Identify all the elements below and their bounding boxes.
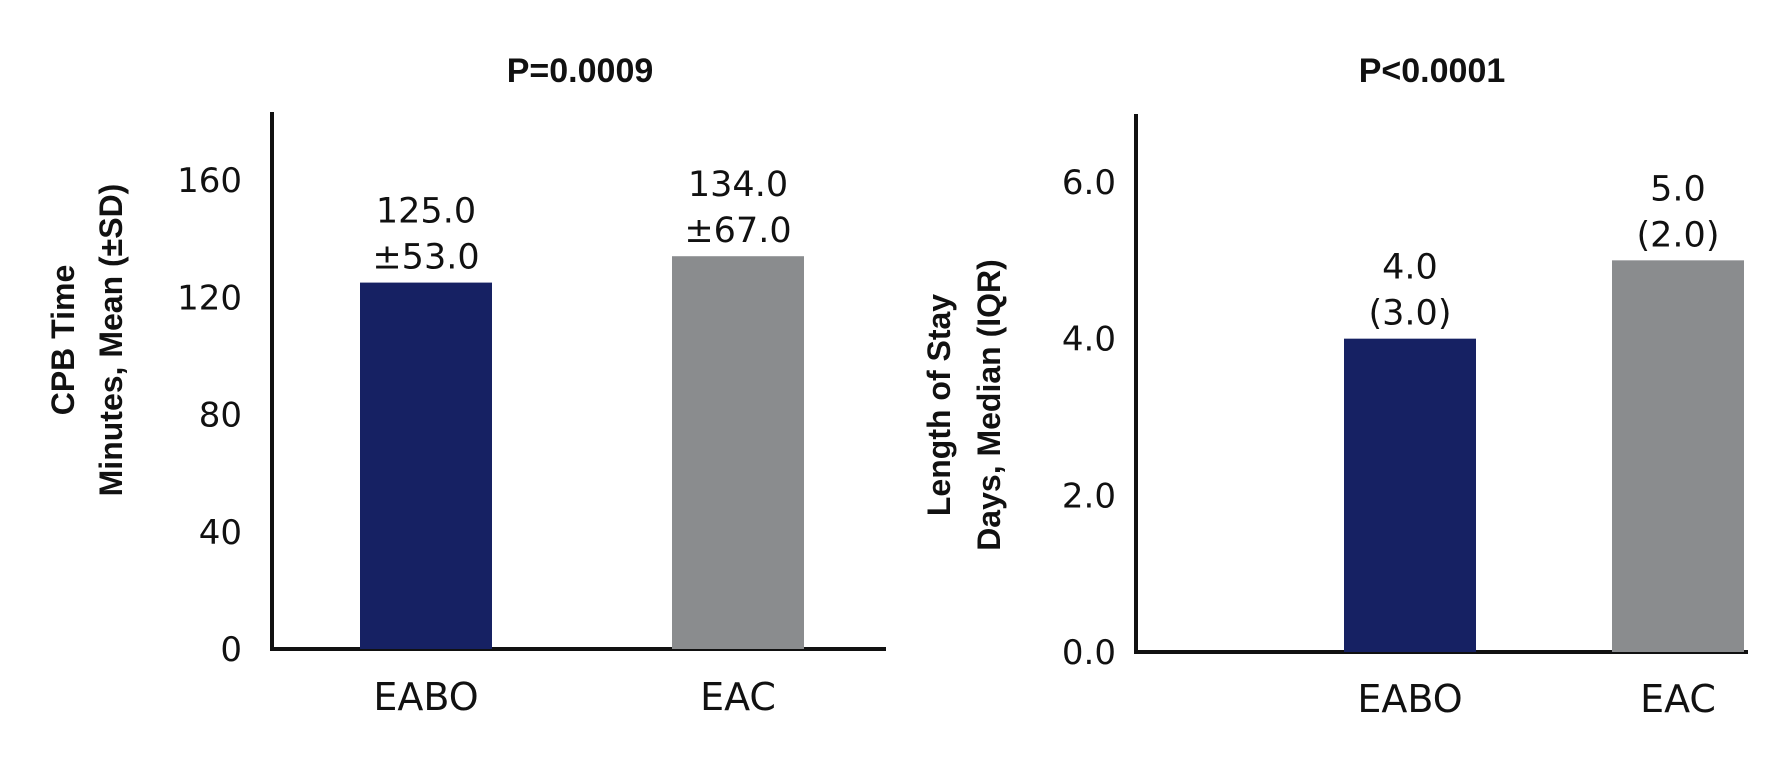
bars — [360, 256, 804, 649]
bar-eabo — [1344, 338, 1476, 652]
y-axis-label-line-1: Length of Stay — [921, 294, 957, 516]
data-label-spread: (3.0) — [1369, 294, 1452, 334]
y-tick-label: 80 — [199, 396, 242, 436]
y-tick-label: 2.0 — [1062, 476, 1116, 516]
data-label-value: 4.0 — [1382, 248, 1438, 288]
data-label-value: 125.0 — [376, 192, 476, 232]
x-tick-labels: EABO EAC — [1357, 677, 1716, 721]
chart-title: P=0.0009 — [507, 52, 654, 90]
data-label-spread: (2.0) — [1637, 215, 1720, 255]
x-tick-label: EABO — [373, 675, 478, 719]
x-tick-labels: EABO EAC — [373, 675, 776, 719]
x-tick-label: EAC — [1640, 677, 1716, 721]
chart-panel-cpb-time: P=0.0009 CPB Time Minutes, Mean (±SD) 0 4… — [45, 52, 886, 719]
y-tick-labels: 0 40 80 120 160 — [177, 161, 242, 670]
x-tick-label: EABO — [1357, 677, 1462, 721]
y-tick-labels: 0.0 2.0 4.0 6.0 — [1062, 163, 1116, 673]
data-label-spread: ±53.0 — [372, 238, 479, 278]
data-label-value: 134.0 — [688, 165, 788, 205]
data-labels: 125.0 ±53.0 134.0 ±67.0 — [372, 165, 791, 277]
y-tick-label: 0.0 — [1062, 633, 1116, 673]
data-label-value: 5.0 — [1650, 169, 1706, 209]
bar-eac — [672, 256, 804, 649]
y-tick-label: 40 — [199, 513, 242, 553]
y-axis-label-line-2: Minutes, Mean (±SD) — [93, 184, 129, 497]
data-label-spread: ±67.0 — [684, 211, 791, 251]
y-tick-label: 160 — [177, 161, 242, 201]
y-axis-label-line-2: Days, Median (IQR) — [971, 259, 1007, 551]
chart-panel-length-of-stay: P<0.0001 Length of Stay Days, Median (IQ… — [921, 52, 1748, 721]
x-tick-label: EAC — [700, 675, 776, 719]
y-tick-label: 0 — [220, 630, 242, 670]
y-tick-label: 6.0 — [1062, 163, 1116, 203]
data-labels: 4.0 (3.0) 5.0 (2.0) — [1369, 169, 1720, 333]
chart-title: P<0.0001 — [1359, 52, 1506, 90]
bar-eabo — [360, 282, 492, 649]
y-tick-label: 4.0 — [1062, 320, 1116, 360]
y-axis-label-line-1: CPB Time — [45, 265, 81, 416]
bars — [1344, 260, 1744, 652]
y-tick-label: 120 — [177, 278, 242, 318]
bar-eac — [1612, 260, 1744, 652]
